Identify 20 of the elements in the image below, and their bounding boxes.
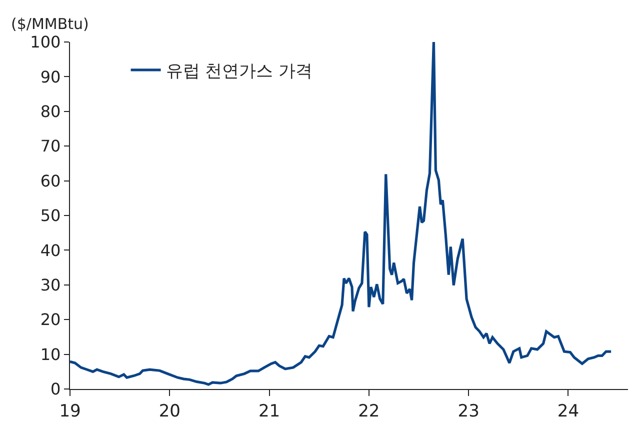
y-axis-title: ($/MMBtu) bbox=[11, 15, 89, 33]
x-tick-label: 20 bbox=[158, 402, 180, 422]
y-tick-label: 0 bbox=[50, 380, 61, 399]
x-tick-label: 22 bbox=[358, 402, 380, 422]
line-series bbox=[70, 42, 612, 386]
x-tick-label: 23 bbox=[458, 402, 480, 422]
x-tick-label: 24 bbox=[557, 402, 580, 422]
y-tick-label: 90 bbox=[40, 67, 61, 86]
x-tick-label: 21 bbox=[258, 402, 280, 422]
x-tick-label: 19 bbox=[59, 402, 81, 422]
legend-label: 유럽 천연가스 가격 bbox=[166, 62, 313, 82]
y-tick-label: 100 bbox=[30, 32, 61, 52]
y-tick-label: 30 bbox=[40, 276, 61, 294]
y-tick-label: 70 bbox=[40, 136, 61, 156]
y-tick-label: 50 bbox=[40, 206, 61, 226]
y-tick-label: 60 bbox=[40, 171, 61, 190]
y-tick-label: 40 bbox=[40, 240, 61, 260]
y-tick-label: 20 bbox=[40, 310, 61, 330]
y-tick-label: 80 bbox=[40, 102, 61, 121]
y-tick-label: 10 bbox=[40, 344, 61, 364]
